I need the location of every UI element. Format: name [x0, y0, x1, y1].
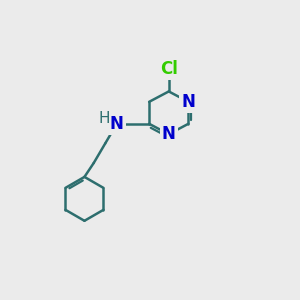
- Text: N: N: [162, 125, 176, 143]
- Text: Cl: Cl: [160, 61, 178, 79]
- Text: N: N: [110, 115, 124, 133]
- Text: H: H: [98, 110, 110, 125]
- Text: N: N: [182, 93, 195, 111]
